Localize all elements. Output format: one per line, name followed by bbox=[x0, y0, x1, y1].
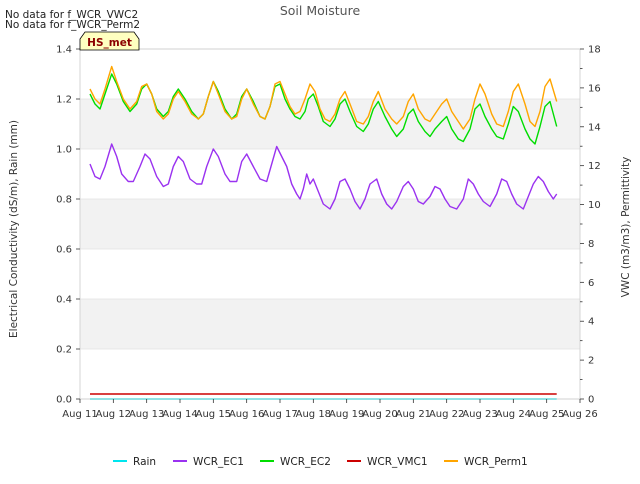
x-tick-label: Aug 21 bbox=[396, 409, 431, 420]
right-tick-label: 16 bbox=[588, 83, 601, 94]
right-tick-label: 2 bbox=[588, 356, 594, 367]
left-tick-label: 1.0 bbox=[56, 145, 72, 156]
y-axis-left-label: Electrical Conductivity (dS/m), Rain (mm… bbox=[8, 120, 20, 338]
legend-label: WCR_VMC1 bbox=[367, 456, 428, 468]
x-tick-label: Aug 22 bbox=[429, 409, 464, 420]
right-tick-label: 8 bbox=[588, 239, 594, 250]
right-tick-label: 4 bbox=[588, 317, 594, 328]
legend-label: WCR_EC1 bbox=[193, 456, 244, 468]
background-bands bbox=[80, 99, 580, 349]
x-tick-label: Aug 17 bbox=[262, 409, 297, 420]
x-tick-label: Aug 23 bbox=[462, 409, 497, 420]
x-tick-label: Aug 16 bbox=[229, 409, 264, 420]
right-tick-label: 12 bbox=[588, 161, 601, 172]
left-tick-label: 1.4 bbox=[56, 45, 72, 56]
no-data-note-1: No data for f_WCR_VWC2 bbox=[5, 9, 138, 21]
x-tick-label: Aug 18 bbox=[296, 409, 331, 420]
legend-label: WCR_EC2 bbox=[280, 456, 331, 468]
x-tick-label: Aug 20 bbox=[362, 409, 397, 420]
hs-met-badge: HS_met bbox=[79, 31, 140, 51]
right-tick-label: 18 bbox=[588, 45, 601, 56]
no-data-note-2: No data for f_WCR_Perm2 bbox=[5, 19, 140, 31]
legend-item-rain: Rain bbox=[113, 456, 156, 468]
series-line-wcr-perm1 bbox=[89, 65, 558, 130]
series-line-wcr-ec2 bbox=[89, 73, 558, 145]
left-tick-label: 0.2 bbox=[56, 345, 72, 356]
y-axis-right-label: VWC (m3/m3), Permittivity bbox=[620, 157, 632, 298]
left-tick-label: 0.4 bbox=[56, 295, 72, 306]
legend-item-wcr-ec1: WCR_EC1 bbox=[173, 456, 244, 468]
x-tick-label: Aug 24 bbox=[496, 409, 531, 420]
x-tick-label: Aug 12 bbox=[96, 409, 131, 420]
right-tick-label: 14 bbox=[588, 122, 601, 133]
legend-label: Rain bbox=[133, 456, 156, 468]
right-tick-label: 0 bbox=[588, 395, 594, 406]
x-tick-label: Aug 26 bbox=[562, 409, 597, 420]
right-tick-label: 10 bbox=[588, 200, 601, 211]
right-axis: 0 2 4 6 8 10 12 14 16 18 bbox=[580, 45, 601, 406]
shaded-band-1 bbox=[80, 199, 580, 249]
legend-item-wcr-vmc1: WCR_VMC1 bbox=[347, 456, 428, 468]
right-tick-label: 6 bbox=[588, 278, 594, 289]
x-tick-label: Aug 13 bbox=[129, 409, 164, 420]
left-axis: 0.0 0.2 0.4 0.6 0.8 1.0 1.2 1.4 bbox=[56, 45, 80, 406]
chart-title: Soil Moisture bbox=[280, 3, 361, 18]
left-tick-label: 0.6 bbox=[56, 245, 72, 256]
x-tick-label: Aug 25 bbox=[529, 409, 564, 420]
legend-item-wcr-ec2: WCR_EC2 bbox=[260, 456, 331, 468]
left-tick-label: 0.8 bbox=[56, 195, 72, 206]
legend: Rain WCR_EC1 WCR_EC2 WCR_VMC1 WCR_Perm1 bbox=[113, 456, 528, 468]
legend-item-wcr-perm1: WCR_Perm1 bbox=[444, 456, 528, 468]
x-tick-label: Aug 11 bbox=[62, 409, 97, 420]
left-tick-label: 0.0 bbox=[56, 395, 72, 406]
left-tick-label: 1.2 bbox=[56, 95, 72, 106]
shaded-band-0 bbox=[80, 299, 580, 349]
series-line-wcr-ec1 bbox=[89, 143, 558, 210]
x-tick-label: Aug 15 bbox=[196, 409, 231, 420]
x-tick-label: Aug 14 bbox=[162, 409, 197, 420]
hs-met-badge-label: HS_met bbox=[87, 37, 132, 49]
legend-label: WCR_Perm1 bbox=[464, 456, 528, 468]
x-tick-label: Aug 19 bbox=[329, 409, 364, 420]
